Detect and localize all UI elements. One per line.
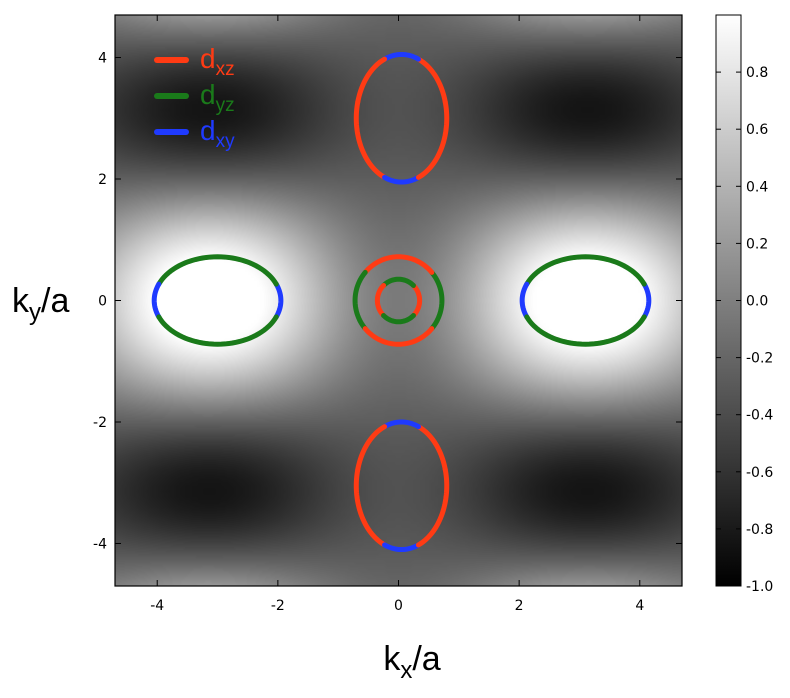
inner-gamma-pocket-segment-0 [410, 282, 423, 319]
legend-label-sub: xy [216, 131, 236, 152]
top-pocket-segment-4 [382, 174, 421, 185]
bottom-pocket-segment-4 [382, 542, 421, 553]
right-pocket [519, 254, 652, 347]
x-axis-title-base: k [383, 640, 401, 678]
left-pocket-segment-3 [156, 314, 279, 347]
y-axis-ticks: -4 -2 0 2 4 [93, 51, 682, 552]
left-pocket-segment-2 [151, 281, 162, 320]
left-pocket-segment-1 [156, 254, 279, 287]
legend-label-sub: xz [216, 59, 235, 80]
x-tick-label: -4 [150, 598, 164, 614]
left-pocket [151, 254, 284, 347]
bottom-pocket-segment-1 [382, 419, 421, 430]
colorbar-tick-label: 0.2 [746, 236, 768, 252]
colorbar-tick-label: -0.8 [746, 522, 773, 538]
inner-gamma-pocket [374, 276, 423, 325]
outer-gamma-pocket-segment-0 [429, 269, 445, 332]
colorbar-tick-label: 0.6 [746, 122, 768, 138]
legend-label-yz: dyz [200, 79, 235, 116]
fermi-pockets [151, 51, 652, 553]
x-axis-title-sub: x [400, 657, 412, 684]
bottom-pocket [353, 419, 450, 553]
inner-gamma-pocket-segment-3 [381, 313, 416, 325]
colorbar-ticks: 0.8 0.6 0.4 0.2 0.0 -0.2 -0.4 -0.6 -0.8 -1.0 [716, 65, 773, 595]
x-tick-label: 4 [635, 598, 644, 614]
heatmap-image [115, 15, 682, 586]
top-pocket-segment-3 [353, 99, 388, 180]
top-pocket-segment-1 [382, 51, 421, 62]
bottom-pocket-segment-0 [415, 424, 448, 472]
legend-label-base: d [200, 43, 216, 74]
top-pocket-segment-2 [355, 56, 388, 105]
right-pocket-segment-1 [524, 254, 647, 287]
y-axis-title-sub: y [29, 299, 41, 326]
inner-gamma-pocket-segment-2 [374, 282, 387, 319]
legend-label-base: d [200, 115, 216, 146]
right-pocket-segment-3 [524, 314, 647, 347]
inner-gamma-pocket-segment-1 [381, 276, 416, 288]
x-axis-ticks: -4 -2 0 2 4 [150, 15, 644, 614]
bottom-pocket-segment-2 [355, 424, 388, 472]
bottom-pocket-segment-3 [353, 466, 388, 548]
x-tick-label: -2 [271, 598, 285, 614]
outer-gamma-pocket-segment-3 [362, 326, 435, 347]
y-tick-label: -2 [93, 415, 107, 431]
colorbar-tick-label: -0.4 [746, 408, 773, 424]
legend-label-xz: dxz [200, 43, 235, 80]
right-pocket-segment-0 [641, 281, 652, 320]
colorbar-tick-label: 0.8 [746, 65, 768, 81]
outer-gamma-pocket [352, 254, 445, 347]
x-axis-title-rest: /a [412, 640, 440, 678]
y-tick-label: 2 [98, 172, 107, 188]
legend-label-sub: yz [216, 95, 235, 116]
y-axis-title: ky/a [12, 282, 69, 326]
y-axis-title-base: k [12, 282, 30, 320]
colorbar-tick-label: -0.2 [746, 351, 773, 367]
legend-label-base: d [200, 79, 216, 110]
colorbar-tick-label: -0.6 [746, 465, 773, 481]
y-tick-label: 0 [98, 294, 107, 310]
x-tick-label: 0 [394, 598, 403, 614]
colorbar-tick-label: -1.0 [746, 579, 773, 595]
y-tick-label: 4 [98, 51, 107, 67]
legend-label-xy: dxy [200, 115, 235, 152]
top-pocket [353, 51, 450, 185]
bottom-pocket-segment-5 [415, 466, 450, 548]
top-pocket-segment-5 [415, 99, 450, 180]
left-pocket-segment-0 [273, 281, 284, 320]
x-tick-label: 2 [515, 598, 524, 614]
top-pocket-segment-0 [415, 56, 448, 105]
x-axis-title: kx/a [383, 640, 440, 684]
y-axis-title-rest: /a [41, 282, 69, 320]
right-pocket-segment-2 [519, 281, 530, 320]
colorbar-tick-label: 0.4 [746, 179, 768, 195]
outer-gamma-pocket-segment-2 [352, 269, 368, 332]
outer-gamma-pocket-segment-1 [362, 254, 435, 275]
colorbar-tick-label: 0.0 [746, 294, 768, 310]
y-tick-label: -4 [93, 536, 107, 552]
